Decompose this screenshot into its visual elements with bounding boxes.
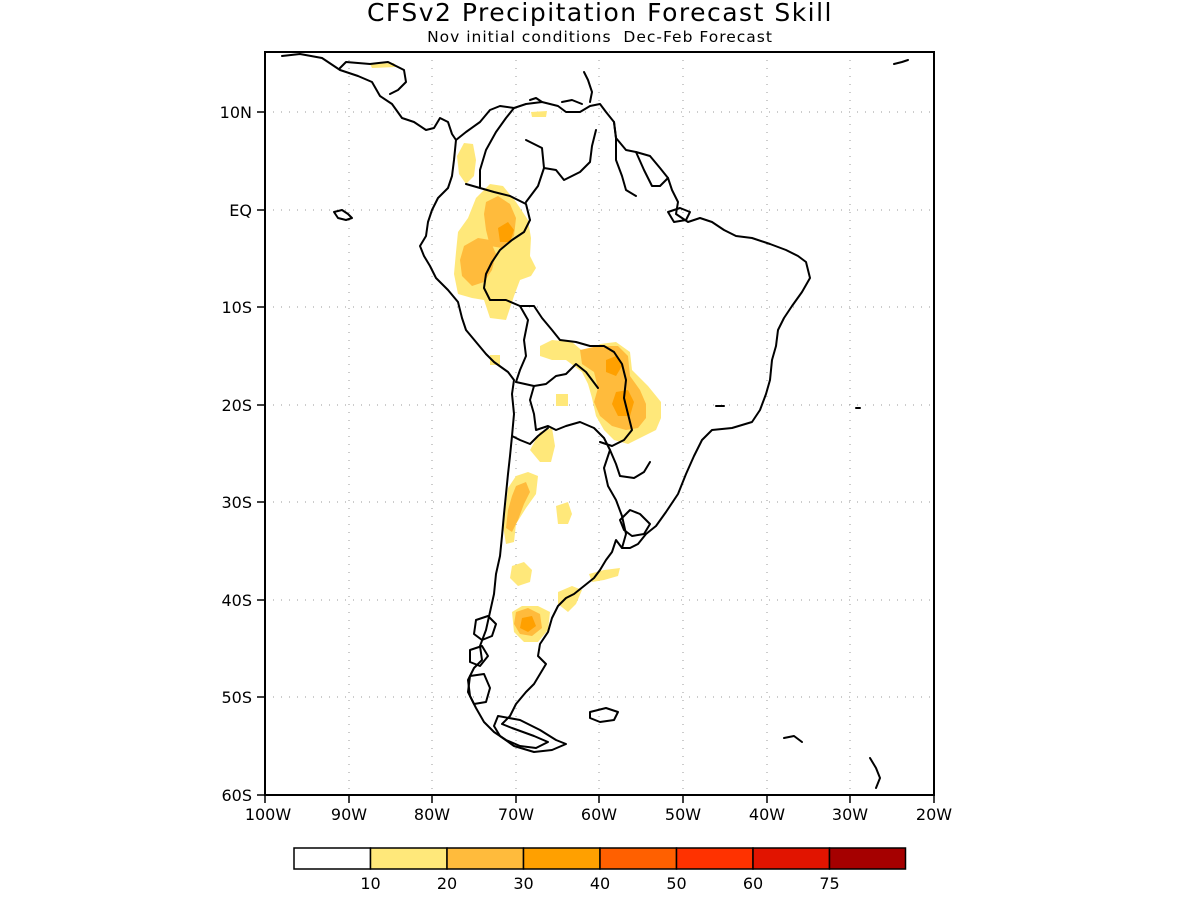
lat-label-50s: 50S — [221, 688, 252, 707]
lat-label-40s: 40S — [221, 591, 252, 610]
lon-label-40w: 40W — [749, 805, 785, 824]
colorbar-swatch-6 — [752, 847, 831, 870]
colorbar-label-20: 20 — [437, 874, 457, 893]
lon-label-80w: 80W — [414, 805, 450, 824]
lon-label-50w: 50W — [665, 805, 701, 824]
colorbar-swatch-5 — [675, 847, 754, 870]
colorbar-label-30: 30 — [513, 874, 533, 893]
plot-area — [265, 52, 934, 795]
lon-label-70w: 70W — [498, 805, 534, 824]
colorbar-swatch-4 — [599, 847, 678, 870]
lon-label-100w: 100W — [245, 805, 292, 824]
coastlines — [281, 53, 909, 789]
longitude-axis: 100W 90W 80W 70W 60W 50W 40W 30W 20W — [245, 795, 952, 824]
lat-label-10n: 10N — [220, 103, 252, 122]
lat-label-20s: 20S — [221, 396, 252, 415]
lat-label-30s: 30S — [221, 493, 252, 512]
skill-shading-30-40 — [498, 222, 634, 632]
colorbar-swatch-7 — [828, 847, 907, 870]
lon-label-90w: 90W — [331, 805, 367, 824]
colorbar-swatch-2 — [446, 847, 525, 870]
lat-label-eq: EQ — [229, 201, 252, 220]
colorbar-swatch-1 — [369, 847, 448, 870]
map-subtitle: Nov initial conditions Dec-Feb Forecast — [427, 28, 773, 46]
lat-label-10s: 10S — [221, 298, 252, 317]
colorbar-label-40: 40 — [590, 874, 610, 893]
latitude-axis: 10N EQ 10S 20S 30S 40S 50S 60S — [220, 103, 265, 805]
map-title: CFSv2 Precipitation Forecast Skill — [366, 0, 834, 27]
colorbar-label-75: 75 — [819, 874, 839, 893]
lon-label-20w: 20W — [916, 805, 952, 824]
lon-label-60w: 60W — [581, 805, 617, 824]
colorbar-label-10: 10 — [360, 874, 380, 893]
colorbar-label-60: 60 — [743, 874, 763, 893]
colorbar-swatch-3 — [522, 847, 601, 870]
lon-label-30w: 30W — [832, 805, 868, 824]
color-bar: 10 20 30 40 50 60 75 — [293, 847, 907, 893]
colorbar-label-50: 50 — [666, 874, 686, 893]
colorbar-swatch-0 — [293, 847, 372, 870]
lat-label-60s: 60S — [221, 786, 252, 805]
